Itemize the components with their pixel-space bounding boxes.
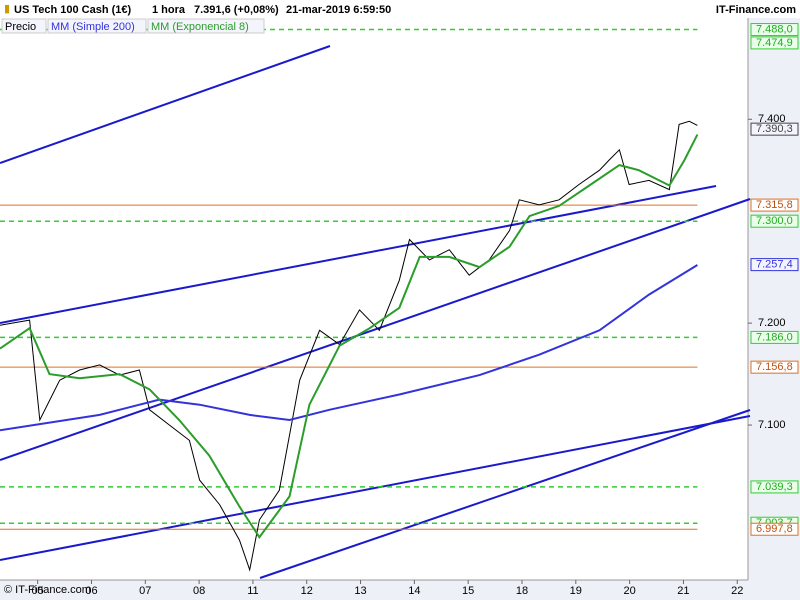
legend-box <box>47 18 147 34</box>
x-tick-label: 13 <box>354 585 366 597</box>
legend: Precio MM (Simple 200) MM (Exponencial 8) <box>1 18 265 34</box>
plot-area <box>0 0 748 580</box>
trend-line <box>259 409 751 579</box>
level-label: 7.039,3 <box>756 481 793 493</box>
trend-line <box>0 415 751 561</box>
trend-lines <box>0 45 751 579</box>
legend-entry: MM (Simple 200) <box>51 21 135 33</box>
series-line <box>0 120 698 572</box>
price-tag-label: 7.390,3 <box>756 123 793 135</box>
trend-line <box>0 45 331 164</box>
level-tag <box>750 214 799 228</box>
legend-entry: Precio <box>5 21 36 33</box>
x-tick-label: 08 <box>193 585 205 597</box>
x-tick-label: 21 <box>677 585 689 597</box>
x-tick-label: 15 <box>462 585 474 597</box>
trend-line <box>0 185 717 324</box>
x-tick-label: 07 <box>139 585 151 597</box>
legend-box <box>1 18 47 34</box>
level-tag <box>750 522 799 536</box>
level-label: 7.488,0 <box>756 23 793 35</box>
brand: IT-Finance.com <box>716 4 796 16</box>
price-tag <box>750 258 799 272</box>
timeframe: 1 hora <box>152 4 186 16</box>
y-tick-label: 7.100 <box>758 419 786 431</box>
x-tick-label: 14 <box>408 585 420 597</box>
last-price: 7.391,6 (+0,08%) <box>194 4 279 16</box>
level-label: 6.997,8 <box>756 523 793 535</box>
level-tag <box>750 36 799 50</box>
logo: ▮ <box>4 3 10 15</box>
legend-entry: MM (Exponencial 8) <box>151 21 249 33</box>
level-label: 7.186,0 <box>756 331 793 343</box>
x-tick-label: 06 <box>85 585 97 597</box>
x-tick-label: 18 <box>516 585 528 597</box>
time-axis <box>0 580 748 600</box>
level-tag <box>750 360 799 374</box>
trend-line <box>0 198 751 461</box>
y-tick-label: 7.200 <box>758 317 786 329</box>
x-tick-label: 11 <box>247 585 258 597</box>
x-tick-label: 05 <box>32 585 44 597</box>
price-tag <box>750 122 799 136</box>
level-label: 7.156,8 <box>756 361 793 373</box>
instrument: US Tech 100 Cash (1€) <box>14 4 132 16</box>
y-tick-label: 7.400 <box>758 113 786 125</box>
level-label: 7.300,0 <box>756 215 793 227</box>
x-tick-label: 20 <box>623 585 635 597</box>
footer: © IT-Finance.com <box>4 584 91 596</box>
x-tick-label: 19 <box>570 585 582 597</box>
level-tag <box>750 23 799 37</box>
price-axis <box>748 0 800 600</box>
x-tick-label: 12 <box>301 585 313 597</box>
series-line <box>0 134 699 539</box>
legend-box <box>147 18 265 34</box>
level-tag <box>750 198 799 212</box>
x-tick-label: 22 <box>731 585 743 597</box>
level-tag <box>750 330 799 344</box>
timestamp: 21-mar-2019 6:59:50 <box>286 4 391 16</box>
level-label: 7.474,9 <box>756 37 793 49</box>
header-bar <box>0 0 800 18</box>
level-label: 7.315,8 <box>756 199 793 211</box>
level-tag <box>750 480 799 494</box>
price-tag-label: 7.257,4 <box>756 259 793 271</box>
